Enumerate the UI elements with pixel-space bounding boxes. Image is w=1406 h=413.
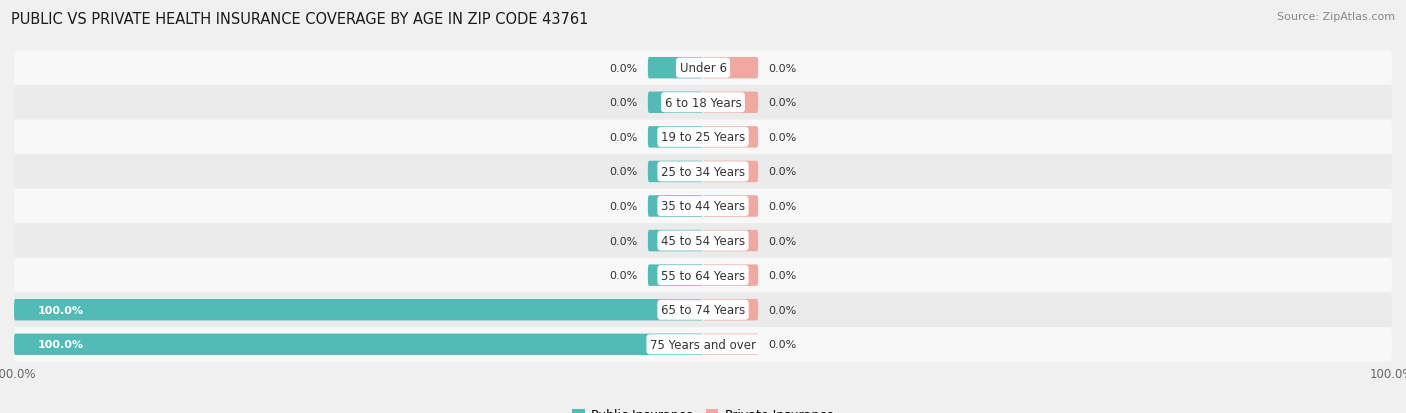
FancyBboxPatch shape <box>14 334 703 355</box>
FancyBboxPatch shape <box>648 58 703 79</box>
Text: 100.0%: 100.0% <box>38 305 84 315</box>
FancyBboxPatch shape <box>648 196 703 217</box>
Text: 25 to 34 Years: 25 to 34 Years <box>661 166 745 178</box>
Text: 55 to 64 Years: 55 to 64 Years <box>661 269 745 282</box>
FancyBboxPatch shape <box>703 299 758 320</box>
FancyBboxPatch shape <box>648 127 703 148</box>
FancyBboxPatch shape <box>648 265 703 286</box>
Text: 0.0%: 0.0% <box>769 236 797 246</box>
FancyBboxPatch shape <box>703 230 758 252</box>
Text: 0.0%: 0.0% <box>609 64 637 74</box>
Text: Source: ZipAtlas.com: Source: ZipAtlas.com <box>1277 12 1395 22</box>
FancyBboxPatch shape <box>648 93 703 114</box>
Text: 0.0%: 0.0% <box>609 236 637 246</box>
Text: 6 to 18 Years: 6 to 18 Years <box>665 97 741 109</box>
Legend: Public Insurance, Private Insurance: Public Insurance, Private Insurance <box>567 404 839 413</box>
FancyBboxPatch shape <box>648 230 703 252</box>
FancyBboxPatch shape <box>703 58 758 79</box>
Text: 0.0%: 0.0% <box>769 133 797 142</box>
FancyBboxPatch shape <box>14 293 1392 327</box>
Text: 0.0%: 0.0% <box>769 98 797 108</box>
Text: 0.0%: 0.0% <box>769 271 797 280</box>
FancyBboxPatch shape <box>703 161 758 183</box>
Text: 19 to 25 Years: 19 to 25 Years <box>661 131 745 144</box>
Text: 0.0%: 0.0% <box>769 202 797 211</box>
FancyBboxPatch shape <box>14 224 1392 258</box>
FancyBboxPatch shape <box>703 334 758 355</box>
Text: 35 to 44 Years: 35 to 44 Years <box>661 200 745 213</box>
FancyBboxPatch shape <box>14 327 1392 362</box>
Text: 0.0%: 0.0% <box>769 64 797 74</box>
FancyBboxPatch shape <box>703 127 758 148</box>
FancyBboxPatch shape <box>14 86 1392 120</box>
FancyBboxPatch shape <box>14 120 1392 155</box>
Text: 65 to 74 Years: 65 to 74 Years <box>661 304 745 316</box>
Text: 0.0%: 0.0% <box>609 202 637 211</box>
Text: 0.0%: 0.0% <box>609 98 637 108</box>
FancyBboxPatch shape <box>14 189 1392 224</box>
FancyBboxPatch shape <box>14 51 1392 86</box>
FancyBboxPatch shape <box>703 265 758 286</box>
Text: Under 6: Under 6 <box>679 62 727 75</box>
Text: 45 to 54 Years: 45 to 54 Years <box>661 235 745 247</box>
Text: 0.0%: 0.0% <box>769 339 797 349</box>
Text: 0.0%: 0.0% <box>609 133 637 142</box>
Text: 0.0%: 0.0% <box>609 167 637 177</box>
Text: 0.0%: 0.0% <box>769 305 797 315</box>
Text: PUBLIC VS PRIVATE HEALTH INSURANCE COVERAGE BY AGE IN ZIP CODE 43761: PUBLIC VS PRIVATE HEALTH INSURANCE COVER… <box>11 12 589 27</box>
FancyBboxPatch shape <box>648 161 703 183</box>
FancyBboxPatch shape <box>703 196 758 217</box>
FancyBboxPatch shape <box>14 155 1392 189</box>
FancyBboxPatch shape <box>14 299 703 320</box>
Text: 100.0%: 100.0% <box>38 339 84 349</box>
Text: 0.0%: 0.0% <box>769 167 797 177</box>
FancyBboxPatch shape <box>703 93 758 114</box>
FancyBboxPatch shape <box>14 258 1392 293</box>
Text: 75 Years and over: 75 Years and over <box>650 338 756 351</box>
Text: 0.0%: 0.0% <box>609 271 637 280</box>
